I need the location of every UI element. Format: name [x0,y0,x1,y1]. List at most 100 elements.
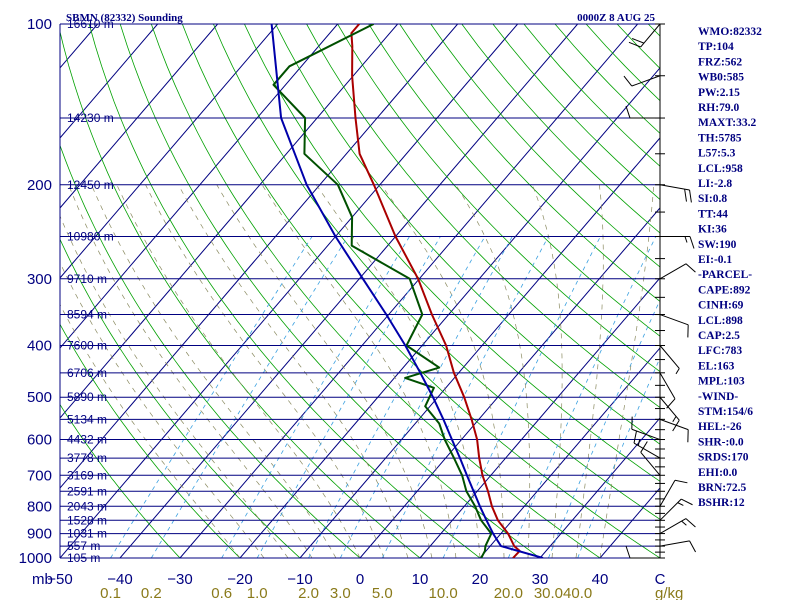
index-value: SI:0.8 [698,193,727,205]
mixing-ratio-label: 0.6 [211,585,232,600]
index-value: HEL:-26 [698,421,742,433]
isotherm-line [419,277,660,558]
isotherm-line [60,24,399,419]
isotherm-line [60,24,339,349]
wind-barb-staff [659,540,690,547]
index-value: L57:5.3 [698,148,736,160]
index-value: BRN:72.5 [698,482,746,494]
wind-barb-flag [628,41,641,48]
mixing-ratio-label: 1.0 [247,585,268,600]
wind-barb-flag [625,545,631,559]
isotherm-line [60,24,159,139]
wind-barb-flag [633,430,638,444]
height-label: 557 m [67,539,100,553]
height-label: 1031 m [67,527,107,541]
height-label: 2591 m [67,484,107,498]
wind-barb-staff [659,372,676,400]
pressure-tick-label: 800 [27,498,52,515]
wind-barb [659,518,696,534]
pressure-tick-label: 300 [27,271,52,288]
height-label: 8594 m [67,308,107,322]
pressure-tick-label: 100 [27,16,52,33]
moist-adiabat-line [216,184,433,558]
index-value: WB0:585 [698,72,744,84]
wind-barb [623,75,661,87]
wind-barb [628,23,661,48]
wind-barb [659,418,689,443]
mixing-ratio-label: 30.0 [534,585,563,600]
height-label: 1528 m [67,513,107,527]
pressure-tick-label: 600 [27,432,52,449]
mixing-ratio-line [381,236,549,558]
temperature-profile-line [350,24,521,558]
pressure-tick-label: 400 [27,338,52,355]
height-label: 3169 m [67,468,107,482]
wind-barb [659,540,697,553]
height-label: 2043 m [67,499,107,513]
temperature-tick-label: −50 [47,571,72,588]
index-value: LCL:958 [698,163,743,175]
mixing-ratio-label: 40.0 [563,585,592,600]
wind-barb-staff [659,345,680,369]
mixing-ratio-line [150,236,349,558]
index-value: CAP:2.5 [698,330,740,342]
mixing-ratio-line [221,236,410,558]
wind-barb-half [677,502,684,506]
mixing-ratio-label: 0.1 [100,585,121,600]
pressure-unit-label: mb [32,571,53,588]
wind-barb-flag [623,75,633,87]
dewpoint-profile-line [272,24,493,558]
index-value: LFC:783 [698,345,742,357]
moist-adiabat-line [575,184,604,558]
wind-barb-staff [659,480,676,507]
mixing-ratio-unit-label: g/kg [655,585,683,600]
index-value: STM:154/6 [698,406,753,418]
index-value: TP:104 [698,41,734,53]
wind-barb [659,263,696,280]
temperature-unit-label: C [655,571,666,588]
index-value: LI:-2.8 [698,178,732,190]
height-label: 4432 m [67,433,107,447]
temperature-tick-label: 0 [356,571,364,588]
moist-adiabat-line [531,184,563,558]
isotherm-line [239,67,660,558]
index-value: BSHR:12 [698,497,745,509]
wind-barb [659,498,693,521]
wind-barb-flag [631,38,645,44]
index-value: MPL:103 [698,376,745,388]
height-label: 105 m [67,551,100,565]
pressure-tick-label: 1000 [19,550,52,567]
wind-barb-half [675,368,680,375]
station-title: SBMN (82332) Sounding [66,12,183,24]
height-label: 3778 m [67,451,107,465]
index-value: PW:2.15 [698,87,740,99]
index-value: RH:79.0 [698,102,739,114]
wind-barbs [623,23,697,559]
index-value: FRZ:562 [698,56,742,68]
pressure-tick-label: 700 [27,467,52,484]
moist-adiabat-line [68,184,313,558]
index-value: SW:190 [698,239,737,251]
wind-barb-half [681,520,687,526]
height-label: 7600 m [67,339,107,353]
wind-barb-flag [625,105,631,119]
height-label: 5134 m [67,412,107,426]
parcel-profile-line [270,24,544,558]
mixing-ratio-line [110,236,313,558]
index-value: MAXT:33.2 [698,117,756,129]
moist-adiabat-line [455,184,531,558]
wind-barb-flag [666,398,676,409]
mixing-ratio-line [548,299,660,558]
isotherm-line [299,137,660,558]
wind-barb-flag [640,441,648,453]
height-label: 12450 m [67,178,114,192]
height-label: 5890 m [67,390,107,404]
wind-barb-staff [659,314,689,326]
mixing-ratio-line [442,236,601,558]
wind-barb [659,372,676,409]
wind-barb-flag [685,263,696,273]
wind-barb-staff [659,498,682,521]
wind-barb [659,396,680,432]
isotherm-line [60,24,519,558]
temperature-tick-label: 20 [472,571,489,588]
